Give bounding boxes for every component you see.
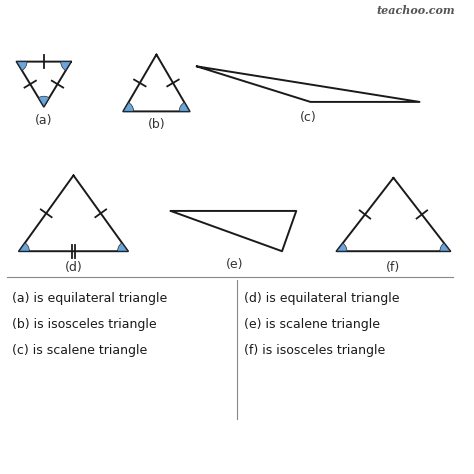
- Text: teachoo.com: teachoo.com: [376, 5, 455, 16]
- Text: (f): (f): [386, 261, 401, 273]
- Text: (a) is equilateral triangle: (a) is equilateral triangle: [12, 292, 167, 304]
- Wedge shape: [17, 62, 27, 71]
- Wedge shape: [19, 243, 29, 251]
- Text: (d) is equilateral triangle: (d) is equilateral triangle: [244, 292, 400, 304]
- Wedge shape: [123, 102, 134, 111]
- Text: (c): (c): [300, 111, 317, 124]
- Text: (f) is isosceles triangle: (f) is isosceles triangle: [244, 344, 385, 356]
- Wedge shape: [118, 243, 128, 251]
- Text: (e) is scalene triangle: (e) is scalene triangle: [244, 318, 380, 330]
- Wedge shape: [337, 243, 347, 251]
- Wedge shape: [440, 243, 450, 251]
- Text: (b) is isosceles triangle: (b) is isosceles triangle: [12, 318, 156, 330]
- Text: (a): (a): [35, 114, 52, 127]
- Text: (c) is scalene triangle: (c) is scalene triangle: [12, 344, 147, 356]
- Wedge shape: [38, 96, 49, 107]
- Text: (d): (d): [64, 261, 82, 273]
- Wedge shape: [61, 62, 71, 71]
- Text: (e): (e): [226, 258, 243, 271]
- Text: (b): (b): [147, 118, 165, 131]
- Wedge shape: [179, 102, 190, 111]
